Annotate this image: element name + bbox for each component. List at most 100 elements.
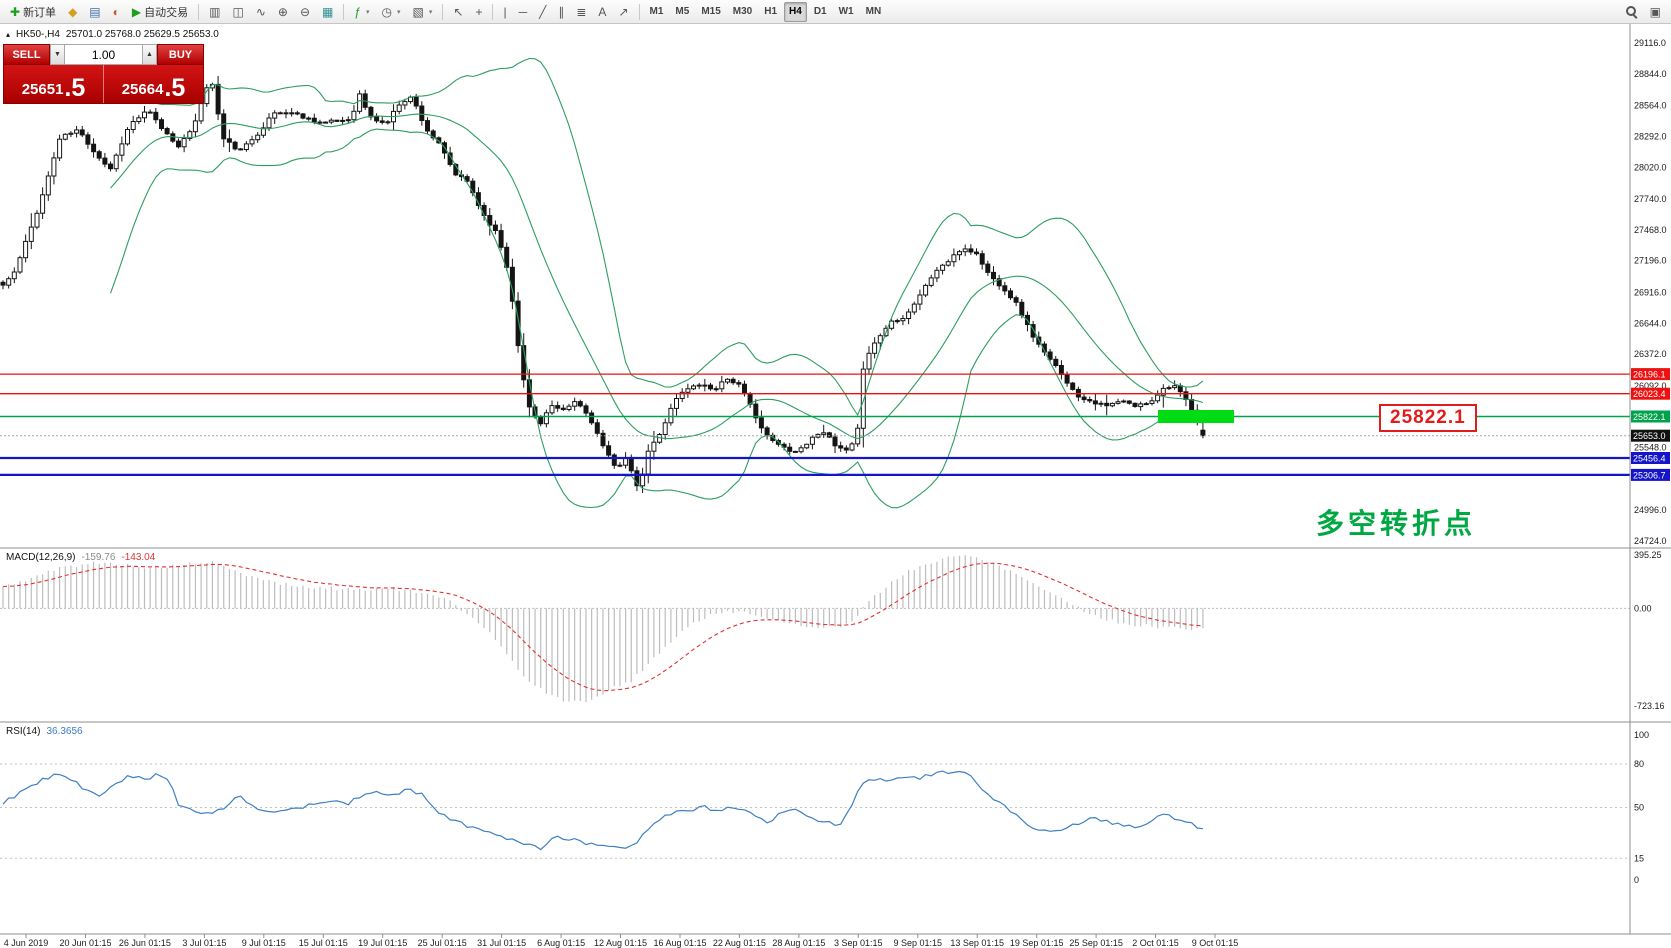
search-button[interactable] — [1620, 2, 1643, 22]
toolbar-separator — [442, 3, 444, 20]
axis-badge-support-line-2 — [1631, 468, 1670, 481]
line-chart-button[interactable]: ∿ — [251, 2, 271, 22]
green-highlight-bar[interactable] — [1158, 410, 1234, 423]
toolbar-separator — [343, 3, 345, 20]
chevron-down-icon: ▾ — [428, 8, 433, 16]
svg-text:28844.0: 28844.0 — [1634, 69, 1667, 79]
autotrading-button[interactable]: ▶ 自动交易 — [127, 2, 193, 22]
fibonacci-icon: ≣ — [576, 4, 587, 19]
sell-button[interactable]: SELL — [3, 44, 50, 65]
panel-separators[interactable] — [0, 24, 1671, 935]
price-axis-badges: 26196.1 26023.4 25822.1 25456.4 25306.7 25653… — [1631, 368, 1670, 481]
rsi-indicator-label: RSI(14) 36.3656 — [6, 726, 83, 737]
zoom-in-icon: ⊕ — [277, 4, 288, 19]
timeframe-m15-button[interactable]: M15 — [696, 2, 725, 22]
svg-text:80: 80 — [1634, 759, 1644, 769]
buy-price-main: 25664 — [121, 81, 164, 98]
svg-text:3 Sep 01:15: 3 Sep 01:15 — [834, 938, 883, 948]
svg-text:31 Jul 01:15: 31 Jul 01:15 — [477, 938, 526, 948]
macd-name: MACD(12,26,9) — [6, 552, 76, 563]
crosshair-icon: + — [475, 4, 483, 19]
vertical-line-tool-button[interactable]: | — [498, 2, 511, 22]
volume-input[interactable]: 1.00 — [65, 44, 142, 65]
buy-button[interactable]: BUY — [157, 44, 204, 65]
svg-text:50: 50 — [1634, 803, 1644, 813]
svg-text:9 Jul 01:15: 9 Jul 01:15 — [242, 938, 286, 948]
svg-text:16 Aug 01:15: 16 Aug 01:15 — [653, 938, 706, 948]
ohlc-values: 25701.0 25768.0 25629.5 25653.0 — [65, 29, 219, 40]
profiles-button[interactable]: ▤ — [84, 2, 105, 22]
last-price-line-and-highlight — [0, 410, 1630, 437]
timeframe-h4-button[interactable]: H4 — [784, 1, 807, 22]
volume-decrease-button[interactable]: ▼ — [50, 44, 65, 65]
timeframe-d1-button[interactable]: D1 — [809, 2, 832, 22]
svg-text:26 Jun 01:15: 26 Jun 01:15 — [119, 938, 171, 948]
text-tool-icon: A — [598, 4, 607, 19]
tile-windows-button[interactable]: ▦ — [317, 2, 338, 22]
metaeditor-button[interactable]: ◆ — [63, 2, 82, 22]
svg-text:28020.0: 28020.0 — [1634, 162, 1667, 172]
sell-price-main: 25651 — [21, 81, 64, 98]
data-window-icon: ◐ — [112, 4, 120, 19]
zoom-out-button[interactable]: ⊖ — [295, 2, 315, 22]
panels-button[interactable]: ▣ — [1645, 2, 1666, 22]
price-axis-ticks: 29116.0 28844.0 28564.0 28292.0 28020.0 27740… — [1634, 38, 1667, 546]
svg-text:27740.0: 27740.0 — [1634, 194, 1667, 204]
text-tool-button[interactable]: A — [593, 2, 611, 22]
data-window-button[interactable]: ◐ — [108, 2, 125, 22]
crosshair-tool-button[interactable]: + — [470, 2, 487, 22]
candlestick-series — [0, 75, 1206, 493]
sell-price-display[interactable]: 25651.5 — [4, 65, 104, 103]
timeframe-w1-button[interactable]: W1 — [834, 2, 859, 22]
indicators-button[interactable]: ƒ ▾ — [349, 2, 374, 22]
fibonacci-tool-button[interactable]: ≣ — [571, 2, 591, 22]
new-order-label: 新订单 — [23, 6, 57, 19]
svg-text:3 Jul 01:15: 3 Jul 01:15 — [182, 938, 226, 948]
svg-text:26644.0: 26644.0 — [1634, 318, 1667, 328]
candlestick-chart-button[interactable]: ◫ — [227, 2, 248, 22]
svg-text:2 Oct 01:15: 2 Oct 01:15 — [1132, 938, 1179, 948]
search-icon — [1625, 5, 1638, 18]
macd-signal-value: -143.04 — [121, 552, 156, 563]
svg-text:9 Oct 01:15: 9 Oct 01:15 — [1192, 938, 1239, 948]
new-order-icon: ✚ — [10, 4, 21, 19]
horizontal-line-tool-button[interactable]: ─ — [514, 2, 533, 22]
candlestick-chart-icon: ◫ — [232, 4, 244, 19]
svg-text:4 Jun 2019: 4 Jun 2019 — [4, 938, 49, 948]
buy-price-display[interactable]: 25664.5 — [104, 65, 203, 103]
new-order-button[interactable]: ✚ 新订单 — [5, 2, 61, 22]
title-marker-icon: ▴ — [6, 30, 11, 39]
autotrading-play-icon: ▶ — [131, 4, 142, 19]
svg-text:29116.0: 29116.0 — [1634, 38, 1666, 48]
horizontal-level-lines[interactable] — [0, 373, 1630, 476]
trendline-tool-button[interactable]: ╱ — [534, 2, 551, 22]
pivot-annotation-text[interactable]: 多空转折点 — [1316, 508, 1477, 539]
periods-button[interactable]: ◷ ▾ — [377, 2, 406, 22]
bollinger-bands — [110, 57, 1204, 509]
svg-text:6 Aug 01:15: 6 Aug 01:15 — [537, 938, 585, 948]
timeframe-h1-button[interactable]: H1 — [759, 2, 782, 22]
timeframe-m1-button[interactable]: M1 — [645, 2, 669, 22]
price-callout-label[interactable]: 25822.1 — [1379, 404, 1477, 432]
timeframe-m5-button[interactable]: M5 — [670, 2, 694, 22]
timeframe-m30-button[interactable]: M30 — [728, 2, 757, 22]
trendline-icon: ╱ — [539, 4, 547, 19]
line-chart-icon: ∿ — [255, 4, 266, 19]
volume-increase-button[interactable]: ▲ — [142, 44, 157, 65]
svg-text:27196.0: 27196.0 — [1634, 256, 1667, 266]
axis-badge-support-line-1 — [1631, 452, 1670, 464]
templates-button[interactable]: ▧ ▾ — [408, 2, 438, 22]
arrows-tool-button[interactable]: ↗ — [613, 2, 633, 22]
svg-text:24724.0: 24724.0 — [1634, 536, 1667, 546]
chart-title: ▴ HK50-,H4 25701.0 25768.0 25629.5 25653… — [6, 29, 219, 40]
channel-tool-button[interactable]: ∥ — [553, 2, 569, 22]
svg-text:28564.0: 28564.0 — [1634, 101, 1667, 111]
svg-text:20 Jun 01:15: 20 Jun 01:15 — [59, 938, 111, 948]
cursor-tool-button[interactable]: ↖ — [448, 2, 468, 22]
macd-indicator-label: MACD(12,26,9) -159.76 -143.04 — [6, 552, 155, 563]
bar-chart-button[interactable]: ▥ — [204, 2, 225, 22]
timeframe-mn-button[interactable]: MN — [861, 2, 887, 22]
zoom-in-button[interactable]: ⊕ — [273, 2, 293, 22]
